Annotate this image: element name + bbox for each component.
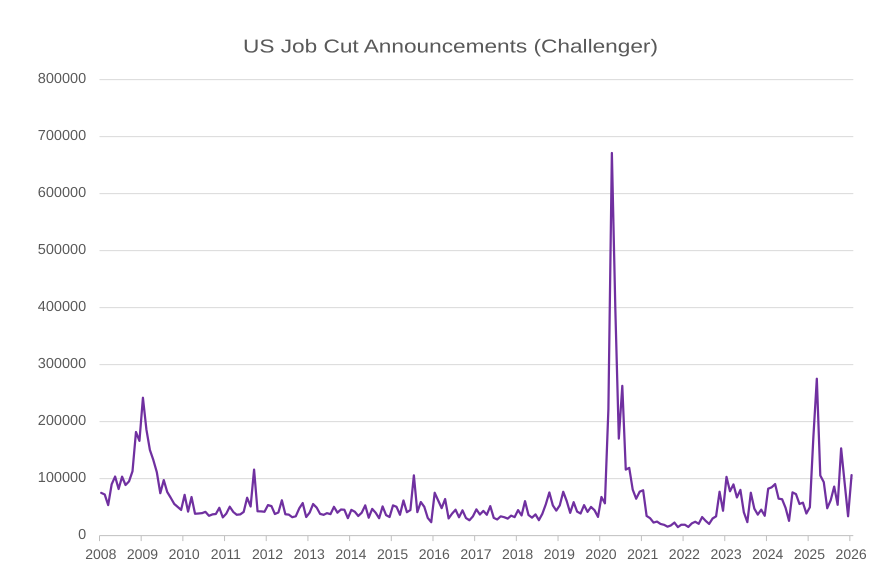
svg-text:0: 0 bbox=[78, 527, 86, 543]
svg-text:2014: 2014 bbox=[335, 546, 366, 562]
svg-text:500000: 500000 bbox=[38, 242, 86, 258]
svg-text:2016: 2016 bbox=[419, 546, 450, 562]
svg-text:2022: 2022 bbox=[669, 546, 700, 562]
svg-text:2012: 2012 bbox=[252, 546, 283, 562]
svg-text:200000: 200000 bbox=[38, 413, 86, 429]
svg-text:400000: 400000 bbox=[38, 299, 86, 315]
svg-text:2009: 2009 bbox=[127, 546, 158, 562]
svg-text:US Job Cut Announcements (Chal: US Job Cut Announcements (Challenger) bbox=[243, 35, 658, 56]
svg-text:700000: 700000 bbox=[38, 128, 86, 144]
svg-text:2019: 2019 bbox=[544, 546, 575, 562]
svg-text:2026: 2026 bbox=[836, 546, 867, 562]
svg-text:600000: 600000 bbox=[38, 185, 86, 201]
svg-text:2011: 2011 bbox=[211, 546, 241, 562]
svg-text:2017: 2017 bbox=[460, 546, 491, 562]
svg-text:2010: 2010 bbox=[169, 546, 200, 562]
svg-text:2023: 2023 bbox=[710, 546, 741, 562]
svg-text:2008: 2008 bbox=[85, 546, 116, 562]
svg-text:2024: 2024 bbox=[752, 546, 783, 562]
svg-text:300000: 300000 bbox=[38, 356, 86, 372]
svg-text:2021: 2021 bbox=[627, 546, 658, 562]
svg-text:2013: 2013 bbox=[294, 546, 325, 562]
svg-text:2025: 2025 bbox=[794, 546, 825, 562]
svg-text:2015: 2015 bbox=[377, 546, 408, 562]
svg-text:2018: 2018 bbox=[502, 546, 533, 562]
svg-text:100000: 100000 bbox=[38, 470, 86, 486]
svg-text:2020: 2020 bbox=[585, 546, 616, 562]
svg-text:800000: 800000 bbox=[38, 71, 86, 87]
